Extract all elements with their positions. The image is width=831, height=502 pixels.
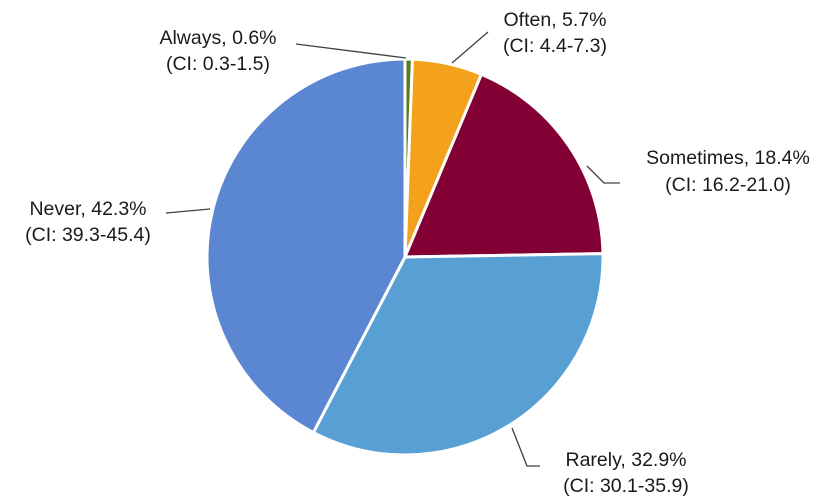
pie-slice-never [205,57,407,435]
label-always: Always, 0.6% [159,27,276,49]
pie-slices [205,57,605,457]
leader-line-rarely [511,427,540,467]
label-rarely: Rarely, 32.9% [565,449,686,471]
label-rarely-ci: (CI: 30.1-35.9) [563,475,689,497]
label-sometimes: Sometimes, 18.4% [646,147,810,169]
leader-line-often [451,31,489,64]
label-often-ci: (CI: 4.4-7.3) [503,35,607,57]
pie-slice-sometimes [403,72,605,259]
leader-line-never [165,208,211,214]
pie-slice-rarely [311,252,605,457]
label-never-ci: (CI: 39.3-45.4) [25,224,151,246]
data-labels: Always, 0.6% (CI: 0.3-1.5) Often, 5.7% (… [25,9,810,497]
leader-lines [165,31,620,467]
leader-line-sometimes [586,165,620,184]
label-often: Often, 5.7% [504,9,607,31]
label-always-ci: (CI: 0.3-1.5) [166,53,270,75]
label-sometimes-ci: (CI: 16.2-21.0) [665,174,791,196]
leader-line-always [295,43,407,59]
label-never: Never, 42.3% [29,198,146,220]
